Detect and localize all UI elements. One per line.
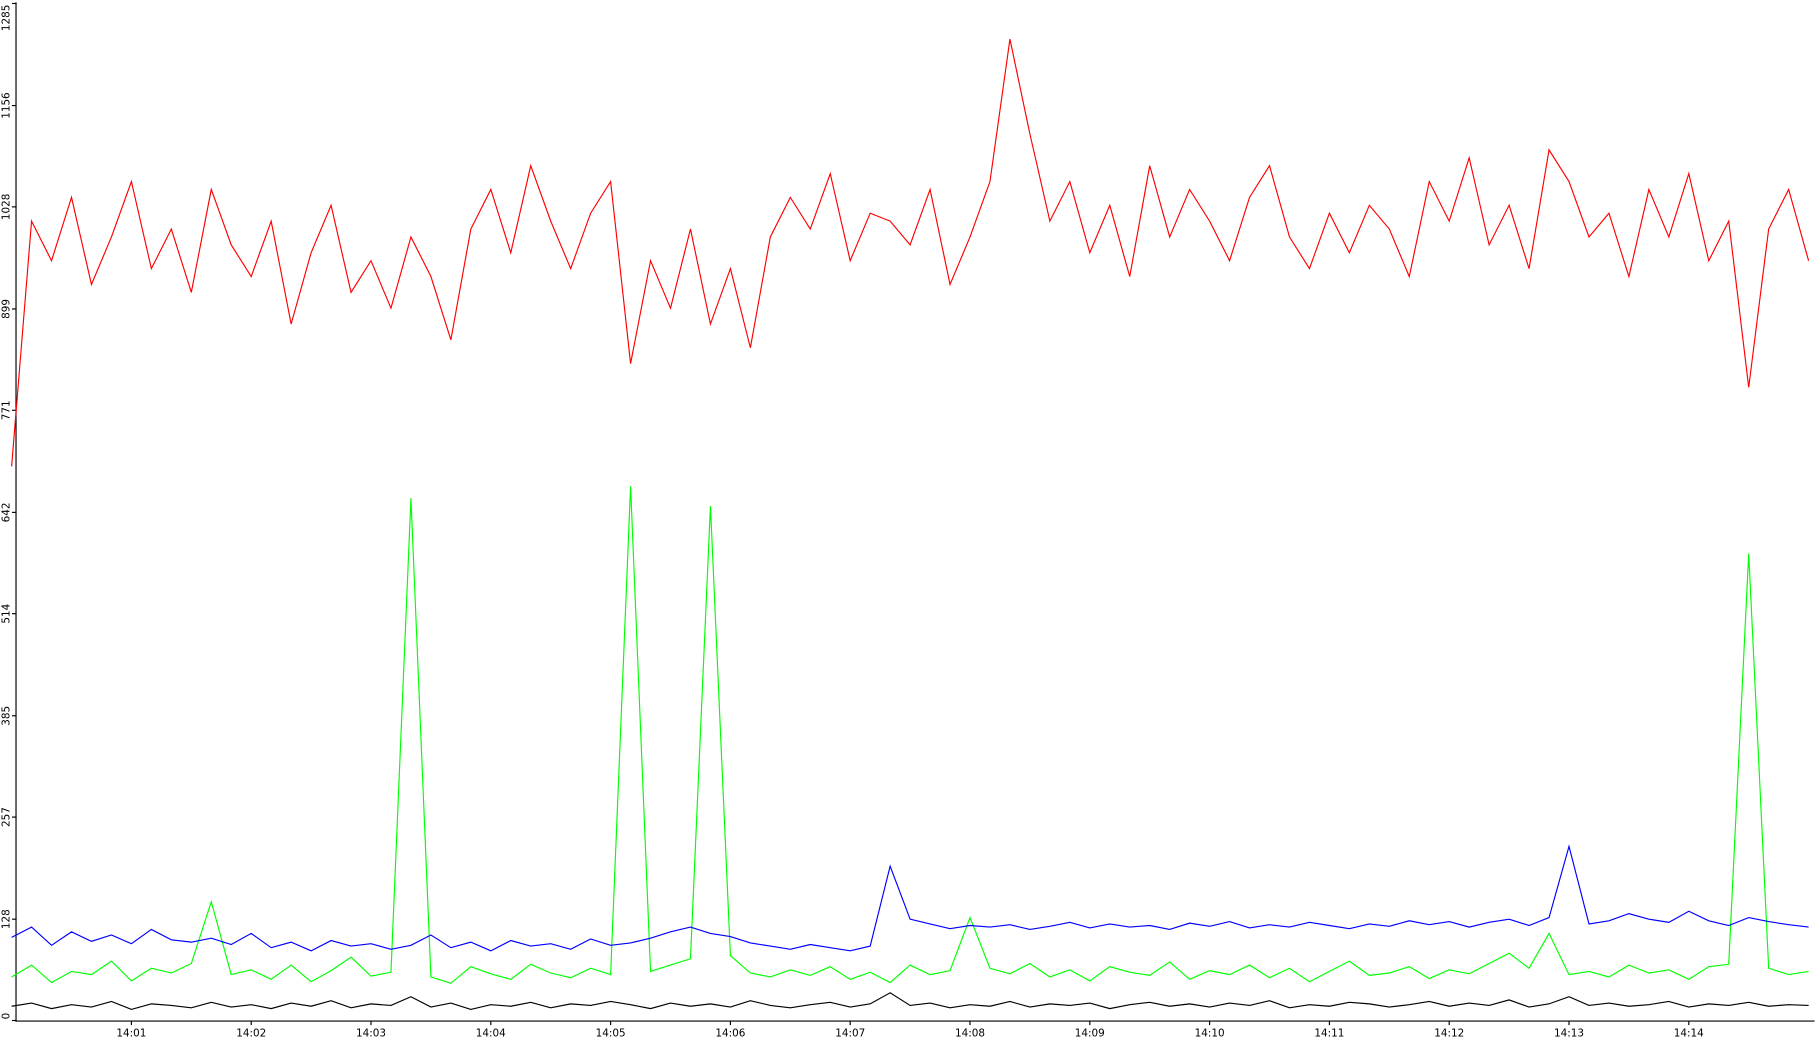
series-line xyxy=(11,38,1810,467)
x-tick-label: 14:03 xyxy=(356,1028,386,1039)
series-line xyxy=(11,486,1809,984)
y-tick-label: 128 xyxy=(1,909,13,929)
x-tick-label: 14:09 xyxy=(1075,1028,1105,1039)
y-tick-label: 642 xyxy=(1,502,13,522)
x-tick-label: 14:07 xyxy=(835,1028,865,1039)
x-tick-label: 14:08 xyxy=(955,1028,985,1039)
series-line xyxy=(11,992,1809,1011)
x-tick-label: 14:05 xyxy=(596,1028,626,1039)
y-tick-label: 385 xyxy=(1,706,13,726)
series-line xyxy=(11,844,1809,952)
y-tick-label: 257 xyxy=(1,807,13,827)
y-tick-label: 899 xyxy=(1,299,13,319)
x-tick-label: 14:14 xyxy=(1674,1028,1704,1039)
x-tick-label: 14:10 xyxy=(1195,1028,1225,1039)
x-tick-label: 14:02 xyxy=(236,1028,266,1039)
x-tick-label: 14:13 xyxy=(1554,1028,1584,1039)
x-tick-label: 14:01 xyxy=(116,1028,146,1039)
y-tick-label: 771 xyxy=(1,400,13,420)
x-tick-label: 14:06 xyxy=(715,1028,745,1039)
y-tick-label: 1156 xyxy=(1,92,13,118)
y-tick-label: 1028 xyxy=(1,194,13,220)
y-tick-label: 1285 xyxy=(1,5,13,31)
x-tick-label: 14:04 xyxy=(476,1028,506,1039)
y-tick-label: 514 xyxy=(1,603,13,623)
x-tick-label: 14:11 xyxy=(1314,1028,1344,1039)
x-tick-label: 14:12 xyxy=(1434,1028,1464,1039)
y-tick-label: 0 xyxy=(1,1013,13,1020)
